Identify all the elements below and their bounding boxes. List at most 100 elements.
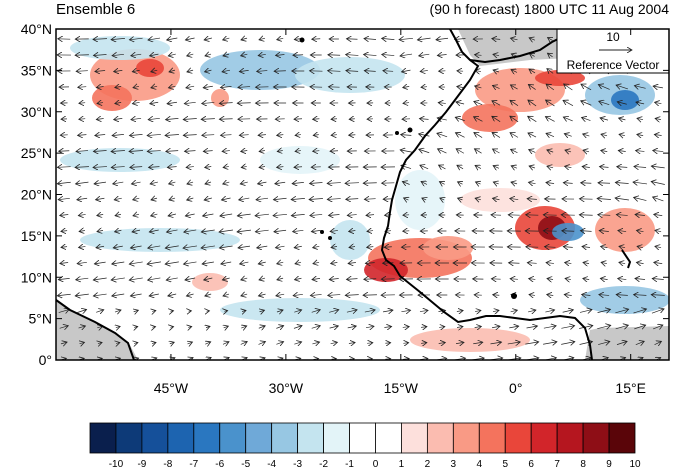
wind-vector	[273, 214, 287, 215]
wind-vector	[349, 230, 356, 231]
wind-vector	[546, 182, 555, 183]
wind-vector	[401, 135, 412, 136]
wind-vector	[222, 278, 230, 280]
wind-vector	[293, 294, 303, 295]
wind-vector	[132, 102, 140, 103]
wind-vector	[421, 343, 427, 344]
wind-vector	[529, 279, 536, 280]
wind-vector	[331, 262, 338, 263]
wind-vector	[458, 198, 463, 200]
positive-anomaly	[423, 236, 473, 260]
wind-vector	[313, 119, 320, 120]
negative-anomaly	[80, 228, 240, 252]
wind-vector	[345, 183, 359, 184]
wind-vector	[313, 151, 320, 152]
wind-vector	[492, 310, 499, 311]
y-tick-label: 30°N	[21, 104, 52, 120]
wind-vector	[293, 326, 302, 329]
wind-vector	[509, 326, 518, 328]
wind-vector	[331, 246, 338, 247]
colorbar-label: 2	[425, 459, 431, 470]
wind-vector	[259, 167, 266, 168]
wind-vector	[331, 119, 338, 120]
colorbar-swatch	[401, 422, 428, 454]
wind-vector	[78, 135, 87, 136]
wind-vector	[79, 103, 86, 104]
wind-vector	[134, 310, 139, 311]
wind-vector	[94, 182, 106, 184]
wind-vector	[455, 117, 465, 120]
wind-vector	[348, 263, 356, 264]
wind-vector	[546, 84, 555, 91]
wind-vector	[203, 214, 214, 216]
wind-vector	[241, 326, 246, 328]
wind-vector	[635, 214, 645, 215]
wind-vector	[169, 182, 176, 184]
wind-vector	[130, 294, 142, 296]
wind-vector	[636, 262, 644, 263]
wind-vector	[97, 103, 104, 104]
wind-vector	[76, 278, 89, 280]
wind-vector	[547, 295, 554, 296]
wind-vector	[223, 54, 230, 56]
wind-vector	[385, 343, 390, 344]
wind-vector	[205, 70, 212, 72]
wind-vector	[547, 166, 554, 168]
wind-vector	[615, 182, 629, 183]
wind-vector	[346, 310, 357, 312]
colorbar-swatch	[89, 422, 117, 454]
wind-vector	[637, 134, 644, 135]
wind-vector	[112, 262, 125, 264]
colorbar-label: -3	[293, 459, 302, 470]
wind-vector	[492, 116, 501, 122]
wind-vector	[404, 198, 409, 200]
wind-vector	[310, 294, 322, 295]
colorbar: -10 -9 -8 -7 -6 -5 -4 -3 -2 -1 0 1 2 3 4 5 6 7 8 9 10	[89, 422, 641, 470]
wind-vector	[276, 342, 283, 345]
wind-vector	[474, 101, 483, 104]
wind-vector	[183, 246, 198, 248]
wind-vector	[564, 294, 572, 295]
wind-vector	[563, 117, 573, 121]
island-azores	[299, 37, 305, 43]
wind-vector	[96, 119, 104, 120]
wind-vector	[403, 86, 410, 87]
wind-vector	[242, 310, 246, 311]
gulf-of-guinea-land	[585, 326, 669, 360]
colorbar-label: -1	[345, 459, 354, 470]
colorbar-swatch	[141, 422, 169, 454]
wind-vector	[655, 118, 661, 119]
x-tick-label: 45°W	[154, 380, 189, 396]
wind-vector	[114, 310, 121, 312]
wind-vector	[312, 278, 321, 279]
wind-vector	[327, 183, 341, 184]
wind-vector	[563, 247, 573, 248]
colorbar-label: -7	[189, 459, 198, 470]
wind-vector	[133, 86, 140, 87]
wind-vector	[455, 133, 465, 138]
wind-vector	[579, 342, 593, 345]
colorbar-label: -4	[267, 459, 276, 470]
wind-vector	[547, 53, 552, 57]
wind-vector	[58, 198, 70, 199]
y-tick-label: 5°N	[29, 311, 53, 327]
wind-vector	[329, 326, 339, 328]
wind-vector	[526, 326, 538, 328]
wind-vector	[634, 295, 647, 296]
wind-vector	[403, 343, 408, 344]
wind-vector	[651, 295, 665, 296]
wind-vector	[457, 165, 464, 169]
wind-vector	[385, 359, 390, 360]
wind-vector	[618, 150, 626, 151]
wind-vector	[582, 166, 590, 167]
wind-vector	[259, 278, 266, 280]
wind-vector	[492, 132, 501, 138]
wind-vector	[134, 327, 138, 328]
wind-vector	[493, 149, 500, 153]
wind-vector	[166, 118, 179, 119]
wind-vector	[220, 214, 233, 216]
wind-vector	[546, 100, 555, 107]
wind-vector	[273, 198, 287, 199]
wind-vector	[129, 278, 143, 280]
wind-vector	[548, 38, 553, 41]
